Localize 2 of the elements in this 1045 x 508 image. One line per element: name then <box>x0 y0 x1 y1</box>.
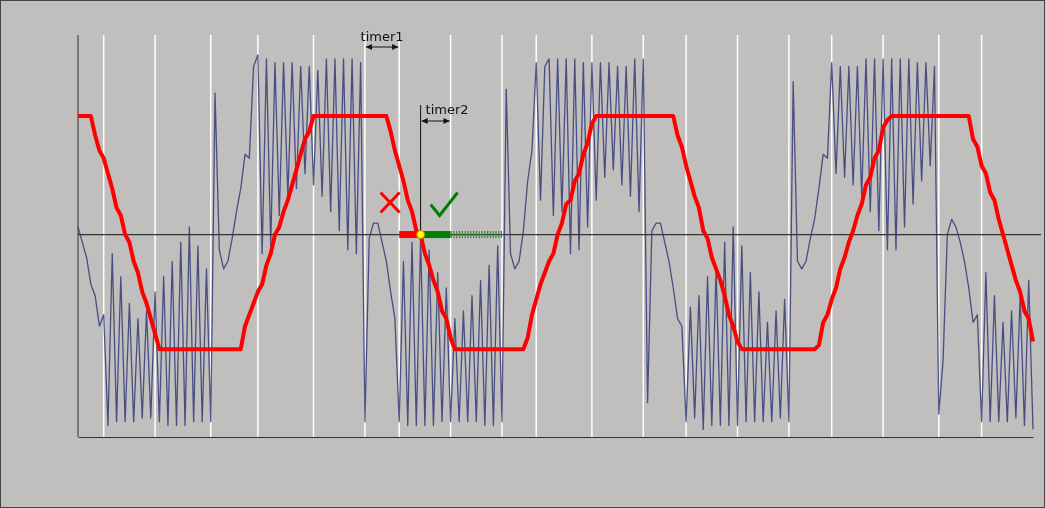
text: timer1 <box>360 29 404 44</box>
annotation: timer2 <box>425 102 469 117</box>
